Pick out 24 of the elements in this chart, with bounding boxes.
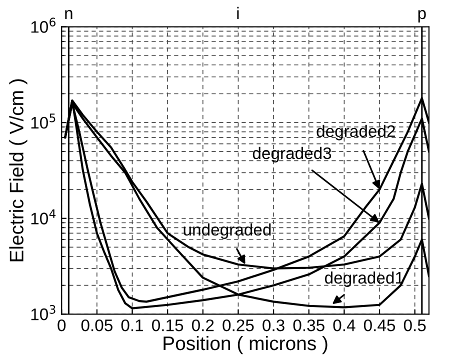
ref-line-label: p [418,10,426,22]
y-tick-label: 10$^{4}$ [31,209,56,224]
text: i [237,6,239,20]
x-tick-label: 0.15 [152,319,184,332]
annotation: degraded2 [316,124,395,140]
x-tick-label: 0.35 [293,319,324,332]
ref-line-label: n [65,10,72,20]
annotation: degraded3 [252,146,332,162]
y-tick-label: 10$^{5}$ [31,114,56,129]
x-tick-label: 0.45 [364,319,396,332]
x-tick-label: 0.25 [222,319,254,332]
y-tick-label: 10$^{3}$ [31,305,56,320]
x-tick-label: 0.05 [81,319,112,332]
x-tick-label: 0.5 [404,319,426,332]
annotation: degraded1 [324,271,404,287]
y-axis-title: Electric Field ( V/cm ) [9,79,28,262]
x-axis-title: Position ( microns ) [164,336,328,354]
x-tick-label: 0.4 [333,319,356,332]
y-tick-label: 10$^{6}$ [31,18,56,33]
x-tick-label: 0.1 [121,319,144,332]
x-tick-label: 0.3 [262,319,284,332]
annotation: undegraded [184,223,271,239]
x-tick-label: 0 [58,319,66,332]
x-tick-label: 0.2 [192,319,214,332]
